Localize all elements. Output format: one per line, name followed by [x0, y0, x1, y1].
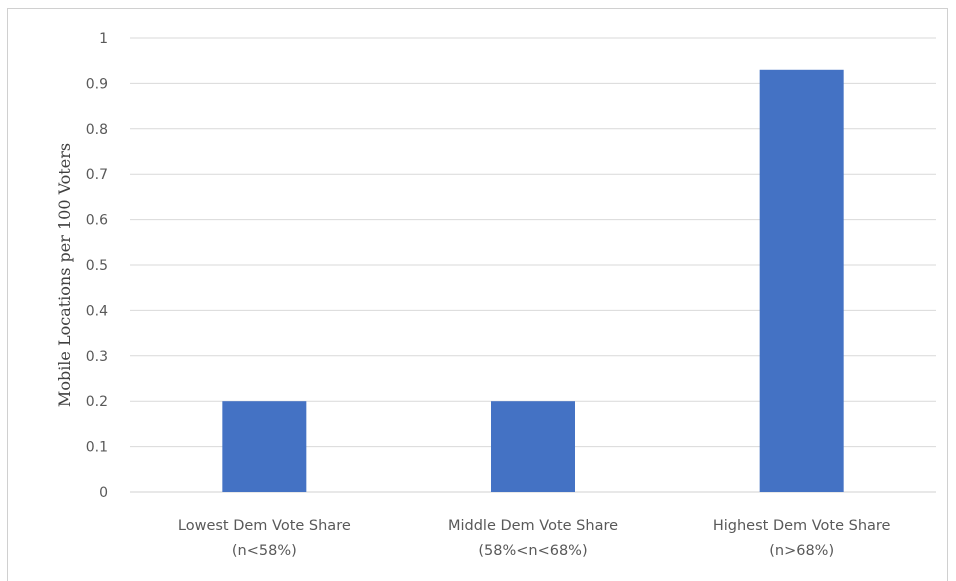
y-tick-label: 0.2	[86, 394, 108, 410]
x-category-label-line: Highest Dem Vote Share	[713, 518, 891, 534]
y-tick-label: 0.5	[86, 258, 108, 274]
x-category-label: Middle Dem Vote Share (58%<n<68%)	[448, 518, 618, 559]
y-axis-title: Mobile Locations per 100 Voters	[55, 143, 74, 407]
x-category-label-line: (n>68%)	[769, 543, 834, 559]
x-category-label: Highest Dem Vote Share (n>68%)	[713, 518, 891, 559]
y-tick-label: 1	[99, 31, 108, 47]
y-tick-label: 0.7	[86, 167, 108, 183]
y-tick-label: 0.4	[86, 303, 108, 319]
x-category-label-line: Middle Dem Vote Share	[448, 518, 618, 534]
y-tick-label: 0.3	[86, 349, 108, 365]
bar	[222, 401, 307, 492]
y-tick-label: 0.6	[86, 213, 108, 229]
x-axis-categories: Lowest Dem Vote Share (n<58%) Middle Dem V…	[178, 518, 891, 559]
x-category-label: Lowest Dem Vote Share (n<58%)	[178, 518, 351, 559]
bar	[759, 69, 844, 492]
bars	[222, 69, 844, 492]
y-tick-label: 0.1	[86, 440, 108, 456]
bar	[491, 401, 575, 492]
y-axis-ticks: 0 0.1 0.2 0.3 0.4 0.5 0.6 0.7 0.8 0.9 1	[86, 31, 108, 501]
y-tick-label: 0	[99, 485, 108, 501]
x-category-label-line: (58%<n<68%)	[478, 543, 587, 559]
x-category-label-line: (n<58%)	[232, 543, 297, 559]
y-tick-label: 0.9	[86, 76, 108, 92]
y-tick-label: 0.8	[86, 122, 108, 138]
x-category-label-line: Lowest Dem Vote Share	[178, 518, 351, 534]
